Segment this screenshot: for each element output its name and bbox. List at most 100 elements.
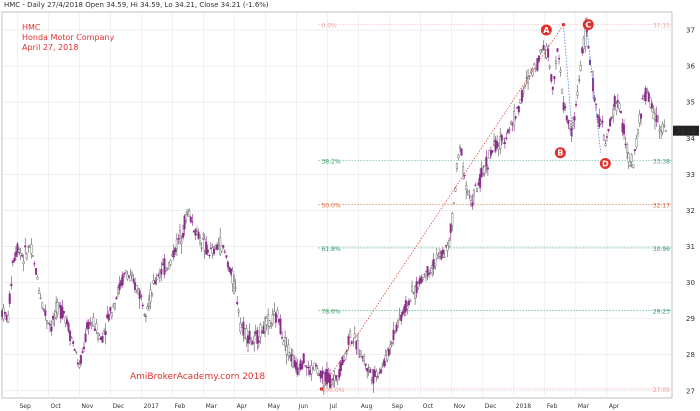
fib-level-pct: 100.0% [321, 387, 344, 394]
candle-body [8, 293, 11, 304]
candle-body [146, 306, 149, 310]
fib-trendline [321, 24, 564, 390]
x-tick-label: 2018 [516, 403, 531, 410]
candle-body [356, 339, 359, 355]
y-tick-label: 36 [686, 63, 695, 71]
candle-body [225, 255, 228, 258]
candle-body [191, 221, 194, 223]
candle-body [281, 337, 284, 339]
candle-body [48, 323, 51, 326]
y-tick-label: 27 [686, 387, 695, 395]
candle-body [160, 269, 163, 275]
pattern-marker-circle [599, 158, 611, 170]
candle-body [510, 121, 513, 125]
candle-body [212, 248, 215, 254]
candle-body [452, 202, 455, 204]
candle-body [336, 375, 339, 380]
candle-body [110, 312, 113, 317]
candle-body [21, 255, 24, 257]
candle-body [646, 91, 649, 93]
candle-body [329, 374, 332, 388]
candle-body [658, 129, 661, 132]
x-tick-label: Mar [578, 403, 590, 410]
candle-body [205, 241, 208, 255]
pattern-marker-label: D [602, 160, 609, 169]
candle-body [564, 106, 567, 109]
candle-body [469, 196, 472, 202]
pattern-marker-circle [540, 24, 552, 36]
candle-body [129, 275, 132, 281]
x-tick-label: Oct [51, 403, 62, 410]
candle-body [307, 366, 310, 369]
candle-body [188, 210, 191, 217]
candle-body [257, 340, 260, 343]
candle-body [158, 274, 161, 278]
candle-body [19, 252, 22, 256]
candle-body [483, 166, 486, 174]
candle-body [141, 304, 144, 307]
candle-body [234, 287, 237, 289]
candle-body [304, 365, 307, 367]
candle-body [661, 123, 664, 133]
candle-body [237, 310, 240, 313]
candle-body [315, 364, 318, 367]
candle-body [124, 270, 127, 273]
x-tick-label: Oct [423, 403, 434, 410]
candle-body [602, 135, 605, 141]
candle-body [536, 58, 539, 71]
candle-body [506, 129, 509, 133]
candle-body [440, 250, 443, 260]
candle-body [25, 254, 28, 260]
candle-body [640, 113, 643, 119]
candle-body [633, 149, 636, 152]
candle-body [87, 322, 90, 329]
candle-body [121, 274, 124, 285]
candle-body [73, 349, 76, 351]
candle-body [575, 104, 578, 106]
candle-body [523, 85, 526, 88]
candle-body [367, 366, 370, 369]
candle-body [352, 341, 355, 343]
candle-body [397, 320, 400, 323]
candle-body [24, 245, 27, 248]
candle-body [610, 116, 613, 119]
candle-body [274, 313, 277, 323]
candle-body [592, 78, 595, 92]
x-tick-label: 2017 [144, 403, 159, 410]
x-tick-label: Jul [329, 403, 338, 410]
candle-body [216, 244, 219, 250]
candle-body [369, 369, 372, 373]
x-tick-label: Sep [392, 403, 404, 410]
candle-body [454, 187, 457, 192]
candle-body [363, 355, 366, 362]
candle-body [226, 261, 229, 268]
y-tick-label: 31 [686, 243, 695, 251]
abcd-line [586, 26, 602, 153]
candle-body [175, 238, 178, 249]
candle-body [409, 299, 412, 302]
candle-body [208, 254, 211, 257]
pattern-marker-circle [582, 19, 594, 31]
x-tick-label: Feb [175, 403, 186, 410]
candle-body [462, 166, 465, 174]
candle-body [605, 136, 608, 138]
candle-body [183, 215, 186, 230]
candle-body [206, 249, 209, 253]
candle-body [502, 138, 505, 144]
candle-body [79, 355, 82, 364]
candle-body [353, 333, 356, 338]
candle-body [428, 273, 431, 275]
candle-body [288, 352, 291, 356]
candle-body [70, 337, 73, 340]
x-tick-label: Apr [609, 403, 620, 410]
candle-body [182, 232, 185, 238]
candle-body [647, 92, 650, 102]
candle-body [11, 260, 14, 264]
candle-body [499, 136, 502, 149]
candle-body [553, 76, 556, 80]
candle-body [301, 363, 304, 369]
x-tick-label: May [268, 403, 281, 410]
candle-body [67, 322, 70, 332]
candle-body [302, 353, 305, 364]
